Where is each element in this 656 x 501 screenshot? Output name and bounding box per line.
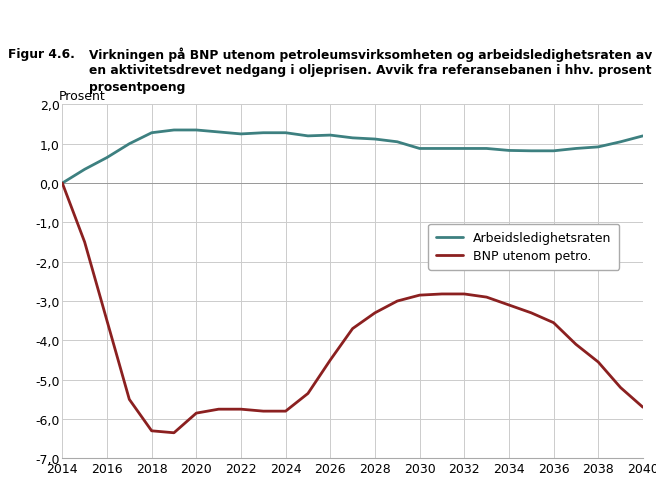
BNP utenom petro.: [148, 428, 155, 434]
Arbeidsledighetsraten: [438, 146, 446, 152]
Arbeidsledighetsraten: [81, 167, 89, 173]
Arbeidsledighetsraten: [192, 128, 200, 134]
Arbeidsledighetsraten: [594, 145, 602, 151]
BNP utenom petro.: [461, 292, 468, 298]
Legend: Arbeidsledighetsraten, BNP utenom petro.: Arbeidsledighetsraten, BNP utenom petro.: [428, 224, 619, 271]
BNP utenom petro.: [348, 326, 356, 332]
Arbeidsledighetsraten: [304, 134, 312, 140]
BNP utenom petro.: [438, 292, 446, 298]
Arbeidsledighetsraten: [125, 141, 133, 147]
BNP utenom petro.: [281, 408, 289, 414]
BNP utenom petro.: [81, 239, 89, 245]
Arbeidsledighetsraten: [259, 130, 267, 136]
Text: en aktivitetsdrevet nedgang i oljeprisen. Avvik fra referansebanen i hhv. prosen: en aktivitetsdrevet nedgang i oljeprisen…: [89, 64, 656, 77]
Arbeidsledighetsraten: [639, 134, 647, 140]
Text: Figur 4.6.: Figur 4.6.: [8, 48, 75, 61]
BNP utenom petro.: [259, 408, 267, 414]
BNP utenom petro.: [304, 391, 312, 397]
BNP utenom petro.: [215, 406, 222, 412]
Arbeidsledighetsraten: [348, 136, 356, 142]
Text: prosentpoeng: prosentpoeng: [89, 81, 185, 94]
Arbeidsledighetsraten: [103, 155, 111, 161]
Arbeidsledighetsraten: [215, 130, 222, 136]
BNP utenom petro.: [192, 410, 200, 416]
BNP utenom petro.: [572, 342, 580, 348]
Arbeidsledighetsraten: [505, 148, 513, 154]
Line: BNP utenom petro.: BNP utenom petro.: [62, 184, 643, 433]
Arbeidsledighetsraten: [416, 146, 424, 152]
Arbeidsledighetsraten: [237, 132, 245, 138]
Arbeidsledighetsraten: [58, 181, 66, 187]
BNP utenom petro.: [639, 404, 647, 410]
BNP utenom petro.: [237, 406, 245, 412]
BNP utenom petro.: [617, 385, 625, 391]
Arbeidsledighetsraten: [371, 137, 379, 143]
BNP utenom petro.: [125, 397, 133, 403]
Arbeidsledighetsraten: [483, 146, 491, 152]
BNP utenom petro.: [550, 320, 558, 326]
Arbeidsledighetsraten: [326, 133, 334, 139]
Arbeidsledighetsraten: [461, 146, 468, 152]
BNP utenom petro.: [371, 310, 379, 316]
BNP utenom petro.: [594, 359, 602, 365]
BNP utenom petro.: [394, 299, 401, 305]
Arbeidsledighetsraten: [281, 130, 289, 136]
Arbeidsledighetsraten: [527, 148, 535, 154]
Text: Prosent: Prosent: [59, 90, 106, 103]
BNP utenom petro.: [483, 295, 491, 301]
Arbeidsledighetsraten: [617, 139, 625, 145]
BNP utenom petro.: [527, 310, 535, 316]
BNP utenom petro.: [58, 181, 66, 187]
Arbeidsledighetsraten: [550, 148, 558, 154]
BNP utenom petro.: [416, 293, 424, 299]
BNP utenom petro.: [103, 318, 111, 324]
Arbeidsledighetsraten: [148, 130, 155, 136]
Arbeidsledighetsraten: [170, 128, 178, 134]
Arbeidsledighetsraten: [394, 139, 401, 145]
Text: Virkningen på BNP utenom petroleumsvirksomheten og arbeidsledighetsraten av: Virkningen på BNP utenom petroleumsvirks…: [89, 48, 652, 62]
BNP utenom petro.: [326, 357, 334, 363]
BNP utenom petro.: [505, 303, 513, 309]
Line: Arbeidsledighetsraten: Arbeidsledighetsraten: [62, 131, 643, 184]
Arbeidsledighetsraten: [572, 146, 580, 152]
BNP utenom petro.: [170, 430, 178, 436]
